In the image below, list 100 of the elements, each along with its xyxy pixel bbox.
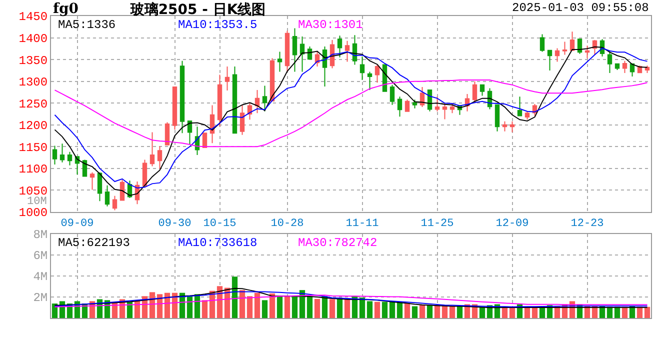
candlestick	[172, 86, 178, 130]
bar	[239, 290, 246, 318]
bar	[126, 302, 133, 318]
bar	[284, 296, 290, 318]
candlestick	[352, 34, 358, 66]
candlestick	[517, 96, 522, 116]
y-tick-label: 4M	[33, 270, 48, 284]
y-tick-label: 1100	[18, 162, 48, 177]
x-tick-label: 10-28	[270, 218, 304, 230]
bar	[382, 302, 388, 318]
candlestick	[404, 99, 410, 112]
text: MA30:782742	[298, 236, 378, 250]
candlestick	[142, 159, 148, 186]
bar	[232, 276, 238, 318]
candlestick	[82, 159, 88, 177]
candlestick	[210, 104, 215, 144]
bar	[322, 296, 328, 318]
candlestick	[112, 195, 118, 211]
candlestick	[277, 51, 282, 72]
candlestick	[104, 184, 110, 207]
text: MA10:1353.5	[178, 18, 258, 32]
candlestick	[480, 84, 485, 96]
bar	[352, 296, 358, 318]
bar	[186, 296, 193, 318]
candlestick	[300, 36, 305, 72]
candlestick	[157, 146, 162, 170]
candlestick	[434, 96, 440, 112]
bar	[644, 306, 650, 318]
candlestick	[322, 46, 328, 88]
bar	[202, 300, 208, 318]
y-tick-label: 1350	[18, 54, 48, 68]
candlestick	[224, 66, 230, 91]
x-tick-label: 11-25	[420, 218, 454, 230]
bar	[374, 302, 380, 318]
y-tick-label: 1400	[18, 32, 48, 46]
bar	[344, 299, 350, 318]
y-tick-label: 1000	[18, 206, 48, 220]
y-tick-label: 1150	[18, 140, 48, 155]
bar	[449, 306, 456, 318]
y-tick-label: 1250	[18, 97, 48, 112]
candlestick	[524, 110, 530, 120]
candlestick	[472, 80, 478, 104]
bar	[412, 306, 418, 318]
candlestick	[67, 151, 72, 166]
candlestick	[412, 99, 418, 109]
bar	[479, 306, 486, 318]
text: MA5:622193	[58, 236, 130, 250]
bar	[426, 305, 433, 318]
candlestick	[187, 120, 192, 146]
y-tick-label: 8M	[33, 228, 48, 242]
candlestick	[232, 66, 238, 134]
x-tick-label: 12-23	[570, 218, 604, 230]
candlestick	[97, 172, 102, 202]
bar	[246, 296, 253, 318]
candlestick	[374, 64, 380, 84]
bar	[254, 292, 260, 318]
bar	[292, 296, 298, 318]
bar	[366, 301, 373, 318]
bar	[434, 305, 440, 318]
candlestick	[614, 63, 620, 71]
candlestick	[254, 90, 260, 114]
candlestick	[622, 60, 628, 74]
candlestick	[570, 31, 575, 51]
y-tick-label: 1300	[18, 76, 48, 90]
y-tick-label: 1450	[18, 10, 48, 24]
bar	[269, 293, 276, 318]
x-tick-label: 09-09	[60, 218, 94, 230]
line-series	[54, 294, 648, 308]
chart-title: 玻璃2505 - 日K线图	[129, 0, 266, 18]
bar	[262, 300, 268, 318]
bar	[404, 304, 410, 318]
candlestick	[562, 41, 568, 56]
candlestick	[540, 34, 545, 52]
line-series	[54, 80, 648, 148]
y-tick-label: 2M	[33, 291, 48, 306]
candlestick	[584, 45, 590, 59]
annotation: fg0	[53, 1, 79, 17]
candlestick	[60, 143, 65, 163]
candlestick	[52, 145, 58, 166]
candlestick	[502, 120, 508, 132]
bar	[156, 294, 163, 318]
bar	[389, 301, 396, 318]
candlestick	[360, 56, 365, 81]
candlestick	[262, 85, 268, 112]
candlestick	[240, 104, 245, 136]
candlestick	[450, 102, 455, 114]
y-tick-label: 1200	[18, 119, 48, 134]
candlestick	[607, 51, 612, 74]
text: MA30:1301	[298, 18, 363, 32]
candlestick	[270, 58, 275, 102]
bar	[396, 302, 403, 318]
bar	[456, 306, 463, 318]
candlestick	[344, 40, 350, 62]
candlestick	[284, 30, 290, 72]
candlestick	[367, 71, 372, 91]
candlestick	[510, 120, 515, 133]
candlestick	[420, 86, 425, 108]
candlestick	[150, 132, 155, 167]
candlestick	[90, 172, 95, 190]
x-tick-label: 12-09	[496, 218, 529, 230]
